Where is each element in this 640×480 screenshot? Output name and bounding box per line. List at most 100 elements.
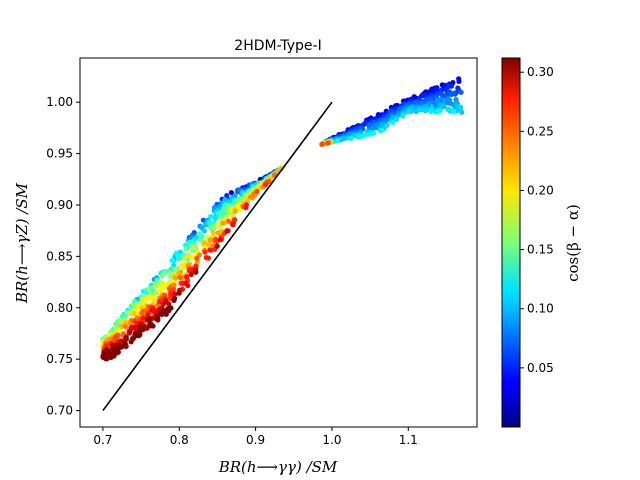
scatter-point: [224, 228, 230, 234]
scatter-point: [116, 318, 122, 324]
scatter-point: [171, 297, 177, 303]
scatter-point: [201, 228, 207, 234]
scatter-point: [360, 133, 366, 139]
scatter-point: [458, 89, 464, 95]
y-tick-label: 0.70: [46, 404, 73, 418]
scatter-point: [123, 334, 129, 340]
scatter-points: [100, 76, 465, 362]
scatter-point: [390, 120, 396, 126]
scatter-point: [440, 102, 446, 108]
scatter-point: [237, 207, 243, 213]
scatter-point: [205, 242, 212, 248]
scatter-point: [162, 292, 168, 298]
scatter-point: [188, 271, 194, 278]
scatter-point: [254, 188, 260, 195]
scatter-point: [141, 300, 147, 306]
scatter-point: [193, 269, 199, 275]
scatter-point: [187, 253, 193, 259]
scatter-point: [154, 283, 160, 289]
scatter-point: [355, 133, 362, 139]
scatter-point: [413, 99, 419, 106]
scatter-point: [106, 351, 112, 357]
scatter-point: [140, 326, 146, 333]
y-tick-label: 0.85: [46, 249, 73, 263]
scatter-point: [183, 280, 189, 287]
x-tick-label: 1.1: [399, 433, 418, 447]
scatter-point: [263, 181, 269, 188]
scatter-point: [400, 112, 406, 118]
y-tick-label: 1.00: [46, 95, 73, 109]
x-tick-label: 0.7: [93, 433, 112, 447]
colorbar-tick-label: 0.05: [527, 361, 554, 375]
scatter-point: [417, 107, 423, 113]
scatter-point: [184, 274, 190, 280]
scatter-point: [122, 323, 128, 329]
scatter-point: [145, 295, 151, 301]
scatter-point: [210, 230, 216, 236]
scatter-point: [207, 237, 213, 243]
scatter-point: [459, 109, 465, 115]
chart-title: 2HDM-Type-I: [234, 38, 321, 54]
colorbar-label: cos(β − α): [564, 204, 582, 282]
scatter-point: [228, 190, 235, 196]
scatter-point: [183, 246, 189, 252]
y-tick-label: 0.80: [46, 301, 73, 315]
scatter-point: [103, 347, 110, 353]
colorbar-tick-label: 0.30: [527, 65, 554, 79]
x-axis-label: BR(h⟶γγ) /SM: [218, 458, 338, 476]
scatter-point: [146, 286, 152, 292]
scatter-point: [232, 208, 238, 214]
scatter-point: [157, 298, 163, 305]
scatter-point: [422, 108, 429, 114]
scatter-point: [190, 248, 196, 254]
scatter-point: [162, 270, 168, 276]
scatter-point: [148, 321, 154, 327]
scatter-point: [207, 247, 213, 253]
scatter-point: [118, 323, 124, 330]
scatter-point: [149, 307, 155, 313]
colorbar-tick-label: 0.10: [527, 302, 554, 316]
scatter-point: [131, 310, 137, 316]
reference-line-group: [102, 101, 333, 412]
scatter-point: [230, 222, 236, 228]
scatter-point: [192, 244, 198, 250]
scatter-point: [208, 213, 214, 220]
scatter-point: [220, 220, 226, 226]
scatter-point: [126, 330, 133, 336]
plot-frame: [79, 57, 478, 428]
scatter-point: [379, 127, 385, 133]
scatter-point: [215, 230, 221, 236]
colorbar: 0.05 0.10 0.15 0.20 0.25 0.30 cos(β − α): [501, 57, 582, 428]
scatter-point: [203, 255, 209, 261]
scatter-point: [194, 255, 200, 262]
scatter-point: [457, 104, 464, 110]
scatter-point: [137, 329, 143, 336]
x-tick-label: 1.0: [322, 433, 341, 447]
scatter-point: [325, 140, 331, 146]
scatter-point: [225, 218, 232, 224]
x-tick-label: 0.8: [170, 433, 189, 447]
y-tick-label: 0.75: [46, 352, 73, 366]
colorbar-gradient: [501, 57, 521, 428]
scatter-point: [196, 231, 202, 237]
colorbar-tick-label: 0.15: [527, 243, 554, 257]
scatter-point: [448, 83, 455, 89]
scatter-point: [115, 349, 121, 355]
scatter-point: [171, 262, 177, 269]
scatter-point: [371, 130, 377, 136]
colorbar-tick-label: 0.25: [527, 124, 554, 138]
scatter-point: [202, 249, 208, 255]
scatter-point: [162, 282, 168, 289]
scatter-point: [176, 256, 182, 262]
scatter-point: [122, 340, 128, 346]
scatter-point: [101, 351, 107, 357]
scatter-point: [334, 138, 340, 144]
scatter-point: [436, 109, 442, 115]
scatter-point: [405, 109, 411, 115]
scatter-point: [146, 317, 153, 323]
scatter-point: [339, 136, 345, 143]
scatter-point: [155, 315, 161, 322]
reference-line: [102, 101, 333, 412]
scatter-point: [178, 269, 184, 275]
